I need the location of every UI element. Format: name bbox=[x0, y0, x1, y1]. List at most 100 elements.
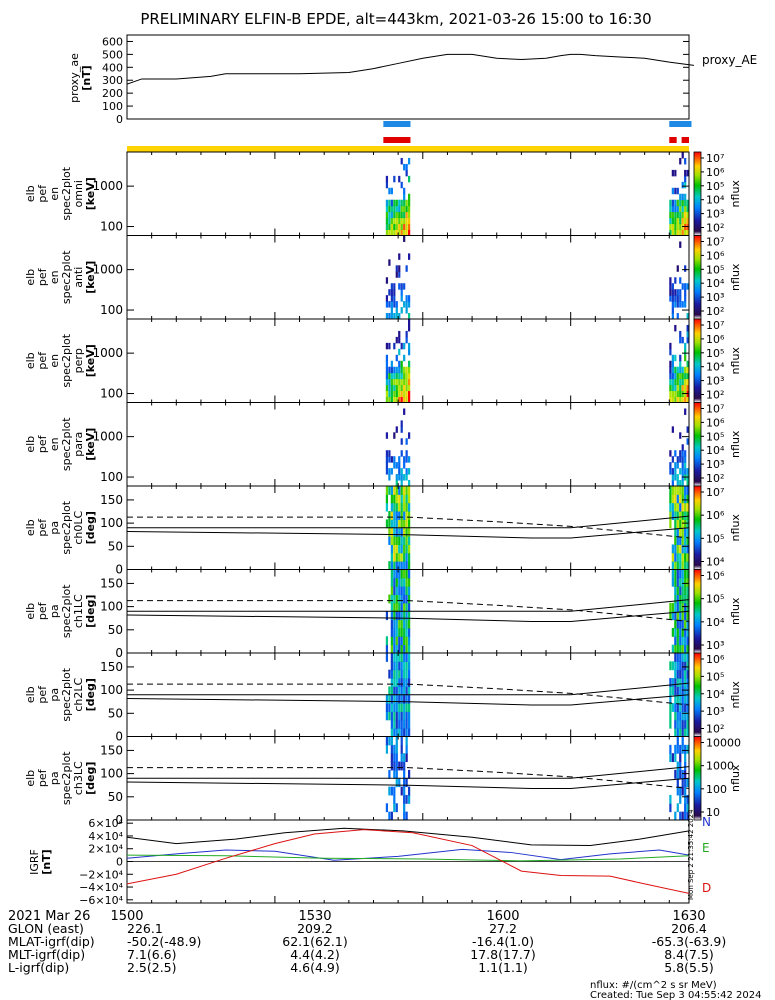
flux-pixel bbox=[674, 594, 677, 604]
flux-pixel bbox=[671, 703, 674, 712]
flux-pixel bbox=[674, 372, 677, 380]
flux-pixel bbox=[390, 378, 393, 386]
flux-pixel bbox=[393, 384, 396, 392]
flux-pixel bbox=[405, 366, 408, 374]
spectrogram-ylabel-line: anti bbox=[72, 267, 85, 288]
flux-pixel bbox=[385, 468, 389, 475]
flux-pixel bbox=[676, 644, 679, 654]
colorbar-tick-label: 10⁶ bbox=[706, 166, 725, 179]
flux-pixel bbox=[390, 644, 393, 654]
flux-pixel bbox=[395, 366, 398, 374]
flux-pixel bbox=[408, 360, 411, 368]
flux-pixel bbox=[674, 619, 677, 629]
flux-pixel bbox=[674, 569, 677, 579]
flux-pixel bbox=[393, 636, 396, 646]
flux-pixel bbox=[388, 468, 391, 475]
y-tick-label: 0 bbox=[115, 646, 123, 660]
flux-pixel bbox=[686, 494, 689, 504]
flux-pixel bbox=[388, 519, 391, 529]
flux-pixel bbox=[388, 703, 391, 712]
igrf-ylabel: IGRF [nT] bbox=[28, 849, 53, 875]
flux-pixel bbox=[403, 627, 406, 637]
flux-pixel bbox=[676, 678, 679, 687]
flux-pixel bbox=[686, 594, 689, 604]
side-stamp: Mon Sep 2 21:35:42 2024 bbox=[687, 809, 695, 900]
flux-pixel bbox=[679, 644, 682, 654]
flux-pixel bbox=[393, 794, 396, 804]
flux-pixel bbox=[686, 480, 689, 487]
flux-pixel bbox=[671, 569, 674, 579]
flux-pixel bbox=[403, 193, 406, 201]
flux-pixel bbox=[671, 468, 674, 475]
igrf-tick-label: −4×10⁴ bbox=[79, 881, 123, 894]
flux-pixel bbox=[390, 217, 393, 225]
flux-pixel bbox=[681, 511, 684, 520]
flux-pixel bbox=[408, 486, 411, 495]
flux-pixel bbox=[676, 301, 679, 308]
flux-pixel bbox=[679, 594, 682, 604]
flux-pixel bbox=[681, 636, 684, 646]
flux-pixel bbox=[385, 736, 389, 746]
colorbar-tick-label: 10⁵ bbox=[706, 347, 724, 360]
flux-pixel bbox=[395, 494, 398, 504]
flux-pixel bbox=[669, 390, 672, 398]
flux-pixel bbox=[398, 313, 401, 320]
flux-pixel bbox=[681, 229, 684, 236]
flux-pixel bbox=[398, 519, 401, 529]
flux-pixel bbox=[674, 694, 677, 704]
flux-pixel bbox=[684, 348, 687, 356]
flux-pixel bbox=[679, 199, 682, 207]
units-footer: nflux: #/(cm^2 s sr MeV) bbox=[590, 980, 717, 991]
flux-pixel bbox=[674, 611, 677, 621]
flux-pixel bbox=[676, 703, 679, 712]
colorbar-tick-label: 10⁴ bbox=[706, 556, 725, 569]
flux-pixel bbox=[684, 229, 687, 236]
spectrogram-pixels bbox=[385, 408, 689, 487]
flux-pixel bbox=[684, 811, 687, 821]
colorbar-tick-label: 10⁵ bbox=[706, 532, 724, 545]
flux-pixel bbox=[395, 669, 398, 679]
flux-pixel bbox=[671, 686, 674, 696]
ephemeris-value: 1.1(1.1) bbox=[478, 960, 528, 975]
flux-pixel bbox=[669, 277, 672, 284]
flux-pixel bbox=[679, 295, 682, 302]
spectrogram-ylabel-line: perp bbox=[72, 348, 85, 373]
flux-pixel bbox=[684, 193, 687, 201]
flux-pixel bbox=[385, 462, 389, 469]
spectrogram-ylabel-line: en bbox=[48, 187, 61, 201]
flux-pixel bbox=[405, 811, 408, 821]
flux-pixel bbox=[686, 169, 689, 177]
flux-pixel bbox=[403, 678, 406, 687]
ae-tick-label: 0 bbox=[116, 113, 123, 126]
flux-pixel bbox=[684, 265, 687, 272]
colorbar-tick-label: 10⁵ bbox=[706, 670, 724, 683]
flux-pixel bbox=[681, 586, 684, 596]
flux-pixel bbox=[679, 653, 682, 662]
flux-pixel bbox=[385, 486, 389, 495]
spectrogram-ylabel-line: ch0LC bbox=[72, 511, 85, 545]
flux-pixel bbox=[398, 330, 401, 338]
flux-pixel bbox=[395, 594, 398, 604]
flux-pixel bbox=[669, 283, 672, 290]
flux-pixel bbox=[403, 669, 406, 679]
flux-pixel bbox=[398, 199, 401, 207]
flux-pixel bbox=[390, 486, 393, 495]
spectrogram-ylabel-line: spec2plot bbox=[60, 417, 73, 471]
flux-pixel bbox=[395, 694, 398, 704]
flux-pixel bbox=[676, 586, 679, 596]
flux-pixel bbox=[393, 644, 396, 654]
flux-pixel bbox=[390, 811, 393, 821]
flux-pixel bbox=[408, 619, 411, 629]
colorbar-tick-label: 10 bbox=[706, 806, 720, 819]
flux-pixel bbox=[408, 544, 411, 554]
flux-pixel bbox=[408, 390, 411, 398]
flux-pixel bbox=[403, 786, 406, 796]
flux-pixel bbox=[405, 205, 408, 213]
flux-pixel bbox=[686, 703, 689, 712]
spectrogram-ylabel-line: en bbox=[48, 354, 61, 368]
flux-pixel bbox=[405, 265, 408, 272]
flux-pixel bbox=[679, 330, 682, 338]
flux-pixel bbox=[669, 803, 672, 813]
